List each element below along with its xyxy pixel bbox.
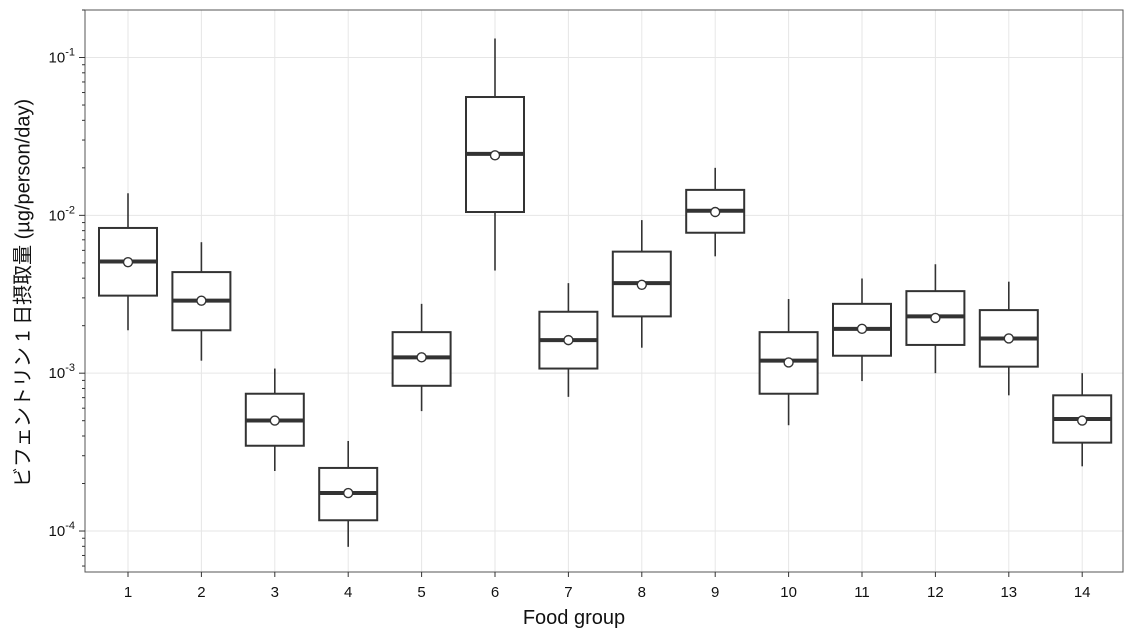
x-tick-label: 7	[564, 584, 572, 601]
box-group-13	[978, 281, 1039, 396]
x-tick-label: 10	[780, 584, 797, 601]
box-group-12	[905, 264, 966, 374]
box-group-4	[318, 440, 379, 547]
y-tick-label: 10-1	[49, 47, 75, 67]
x-axis-title: Food group	[523, 607, 625, 629]
y-axis-title: ビフェントリン 1 日摂取量 (µg/person/day)	[11, 99, 34, 487]
x-tick-label: 13	[1000, 584, 1017, 601]
x-tick-label: 8	[638, 584, 646, 601]
x-tick-label: 12	[927, 584, 944, 601]
mean-marker	[856, 323, 868, 335]
mean-marker	[122, 256, 134, 268]
box-layer	[98, 38, 1113, 547]
mean-marker	[783, 357, 794, 368]
x-tick-label: 9	[711, 584, 719, 601]
mean-marker	[710, 206, 721, 218]
x-tick-label: 11	[854, 584, 870, 601]
mean-marker	[563, 334, 574, 346]
mean-marker	[1003, 333, 1014, 344]
box-group-7	[538, 283, 599, 397]
mean-marker	[269, 415, 280, 426]
tick-layer: 10-110-210-310-41 2 3 4 5 6 7 8 9 10 11 12 13 14	[49, 9, 1091, 601]
box-group-9	[685, 167, 746, 257]
mean-marker	[636, 279, 647, 291]
box-group-2	[171, 242, 232, 361]
box-group-5	[391, 303, 452, 412]
y-tick-label: 10-2	[49, 204, 75, 224]
x-tick-label: 3	[271, 584, 279, 601]
mean-marker	[416, 352, 427, 363]
x-tick-label: 1	[124, 584, 132, 601]
box-group-11	[832, 278, 892, 382]
box-group-10	[758, 299, 819, 426]
plot-frame	[84, 9, 1124, 573]
y-tick-label: 10-3	[49, 362, 75, 382]
box-group-8	[611, 220, 672, 348]
x-tick-label: 2	[197, 584, 205, 601]
box-group-14	[1052, 373, 1113, 467]
box-group-1	[98, 193, 158, 331]
box-group-3	[244, 368, 305, 472]
mean-marker	[196, 295, 207, 306]
box-group-6	[465, 38, 525, 271]
x-tick-label: 14	[1074, 584, 1091, 601]
mean-marker	[343, 487, 354, 499]
grid-layer	[85, 10, 1123, 572]
x-tick-label: 4	[344, 584, 352, 601]
y-tick-label: 10-4	[49, 520, 75, 540]
x-tick-label: 6	[491, 584, 499, 601]
mean-marker	[489, 150, 501, 161]
x-tick-label: 5	[417, 584, 425, 601]
mean-marker	[930, 312, 941, 324]
mean-marker	[1076, 415, 1088, 426]
